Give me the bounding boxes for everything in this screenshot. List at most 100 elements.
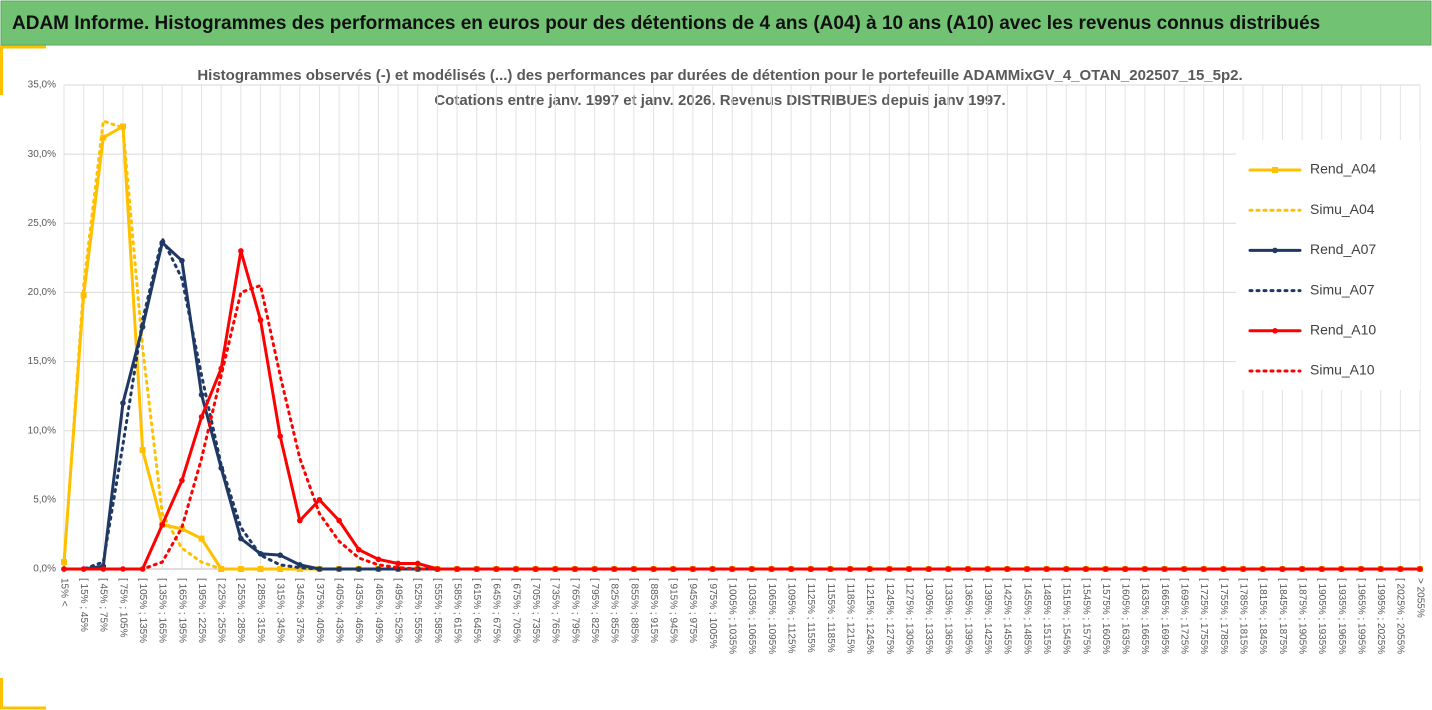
marker [493,566,500,572]
marker [788,566,794,572]
x-tick-label: [ 1845% ; 1875% [1277,578,1288,654]
x-tick-label: [ 495% ; 525% [392,578,403,643]
marker [591,566,598,572]
x-tick-label: [ 1485% ; 1515% [1041,578,1052,654]
x-tick-label: [ 1695% ; 1725% [1179,578,1190,654]
marker [257,566,264,572]
x-tick-label: [ 1155% ; 1185% [825,578,836,653]
x-tick-label: [ 1245% ; 1275% [884,578,895,654]
x-tick-label: [ 1935% ; 1965% [1336,578,1347,654]
x-tick-label: [ 1365% ; 1395% [962,578,973,654]
legend-marker [1272,247,1278,254]
y-tick-label: 5,0% [33,494,56,505]
x-tick-label: [ 345% ; 375% [294,578,305,643]
x-tick-label: [ 1335% ; 1365% [943,578,954,654]
x-tick-label: > 2055% [1414,578,1425,618]
y-tick-label: 30,0% [28,149,56,160]
marker [238,535,244,542]
x-tick-label: [ 1005% ; 1035% [727,578,738,654]
legend-label: Rend_A07 [1310,241,1376,257]
x-tick-label: [ 675% ; 705% [510,578,521,643]
x-tick-label: [ 1725% ; 1755% [1198,578,1209,654]
marker [80,292,87,299]
x-tick-label: [ 1905% ; 1935% [1316,578,1327,654]
x-tick-label: [ 285% ; 315% [255,578,266,643]
marker [355,546,362,553]
series-line [62,284,1422,571]
x-tick-label: [ 705% ; 735% [530,578,541,643]
marker [100,134,107,141]
x-tick-label: [ 45% ; 75% [98,578,109,632]
x-tick-label: [ 735% ; 765% [550,578,561,643]
x-tick-label: [ 1995% ; 2025% [1375,578,1386,654]
marker [179,257,185,264]
x-tick-label: [ 15% ; 45% [78,578,89,632]
marker [297,517,303,524]
marker [277,433,283,440]
marker [1201,566,1207,572]
marker [120,400,126,406]
marker [198,391,205,398]
marker [238,248,244,254]
x-tick-label: [ 555% ; 585% [432,578,443,643]
legend-label: Simu_A07 [1310,281,1375,297]
marker [119,123,126,130]
x-tick-label: [ 255% ; 285% [235,578,246,643]
x-tick-label: [ 1455% ; 1485% [1021,578,1032,654]
x-tick-label: [ 375% ; 405% [314,578,325,643]
x-tick-label: [ 1185% ; 1215% [844,578,855,654]
marker [1004,566,1011,572]
x-tick-label: [ 435% ; 465% [353,578,364,643]
marker [178,525,185,532]
marker [395,560,401,567]
marker [336,517,342,524]
x-tick-label: [ 2025% ; 2055% [1395,578,1406,654]
marker [198,414,205,420]
x-tick-label: [ 1065% ; 1095% [766,578,777,654]
x-tick-label: [ 1605% ; 1635% [1120,578,1131,654]
chart-title: Histogrammes observés (-) et modélisés (… [197,67,1242,84]
y-tick-label: 35,0% [28,80,56,91]
marker [277,552,283,558]
marker [690,566,696,572]
x-tick-label: [ 795% ; 825% [589,578,600,643]
x-tick-label: [ 765% ; 795% [569,578,580,643]
marker [316,497,323,503]
x-tick-label: [ 1035% ; 1065% [746,578,757,654]
marker [159,521,166,528]
x-tick-label: [ 1395% ; 1425% [982,578,993,654]
legend-label: Simu_A04 [1310,201,1375,217]
x-tick-label: [ 135% ; 165% [157,578,168,643]
x-tick-label: [ 1515% ; 1545% [1061,578,1072,654]
x-tick-label: [ 585% ; 615% [451,578,462,643]
y-tick-label: 0,0% [33,564,56,575]
marker [139,447,146,454]
x-tick-label: [ 405% ; 435% [333,578,344,643]
x-tick-label: [ 165% ; 195% [176,578,187,643]
marker [1299,566,1305,572]
x-tick-label: [ 855% ; 885% [628,578,639,643]
x-tick-label: [ 1125% ; 1155% [805,578,816,653]
chart-subtitle: Cotations entre janv. 1997 et janv. 2026… [434,92,1005,109]
x-tick-label: [ 465% ; 495% [373,578,384,643]
x-tick-label: [ 945% ; 975% [687,578,698,643]
x-tick-label: [ 1095% ; 1125% [785,578,796,654]
marker [257,317,264,323]
x-tick-label: [ 1545% ; 1575% [1080,578,1091,654]
y-tick-label: 25,0% [28,218,56,229]
x-tick-label: 15% < [58,578,69,607]
x-tick-label: [ 1575% ; 1605% [1100,578,1111,654]
marker [414,560,421,567]
x-tick-label: [ 1665% ; 1695% [1159,578,1170,654]
x-tick-label: [ 1815% ; 1845% [1257,578,1268,654]
legend-box [1236,140,1420,390]
x-tick-label: [ 645% ; 675% [491,578,502,643]
x-tick-label: [ 525% ; 555% [412,578,423,643]
y-tick-label: 15,0% [28,356,56,367]
marker [100,566,107,572]
x-tick-label: [ 1635% ; 1665% [1139,578,1150,654]
x-tick-label: [ 225% ; 255% [216,578,227,643]
x-tick-label: [ 1785% ; 1815% [1237,578,1248,654]
x-tick-label: [ 1275% ; 1305% [903,578,914,654]
